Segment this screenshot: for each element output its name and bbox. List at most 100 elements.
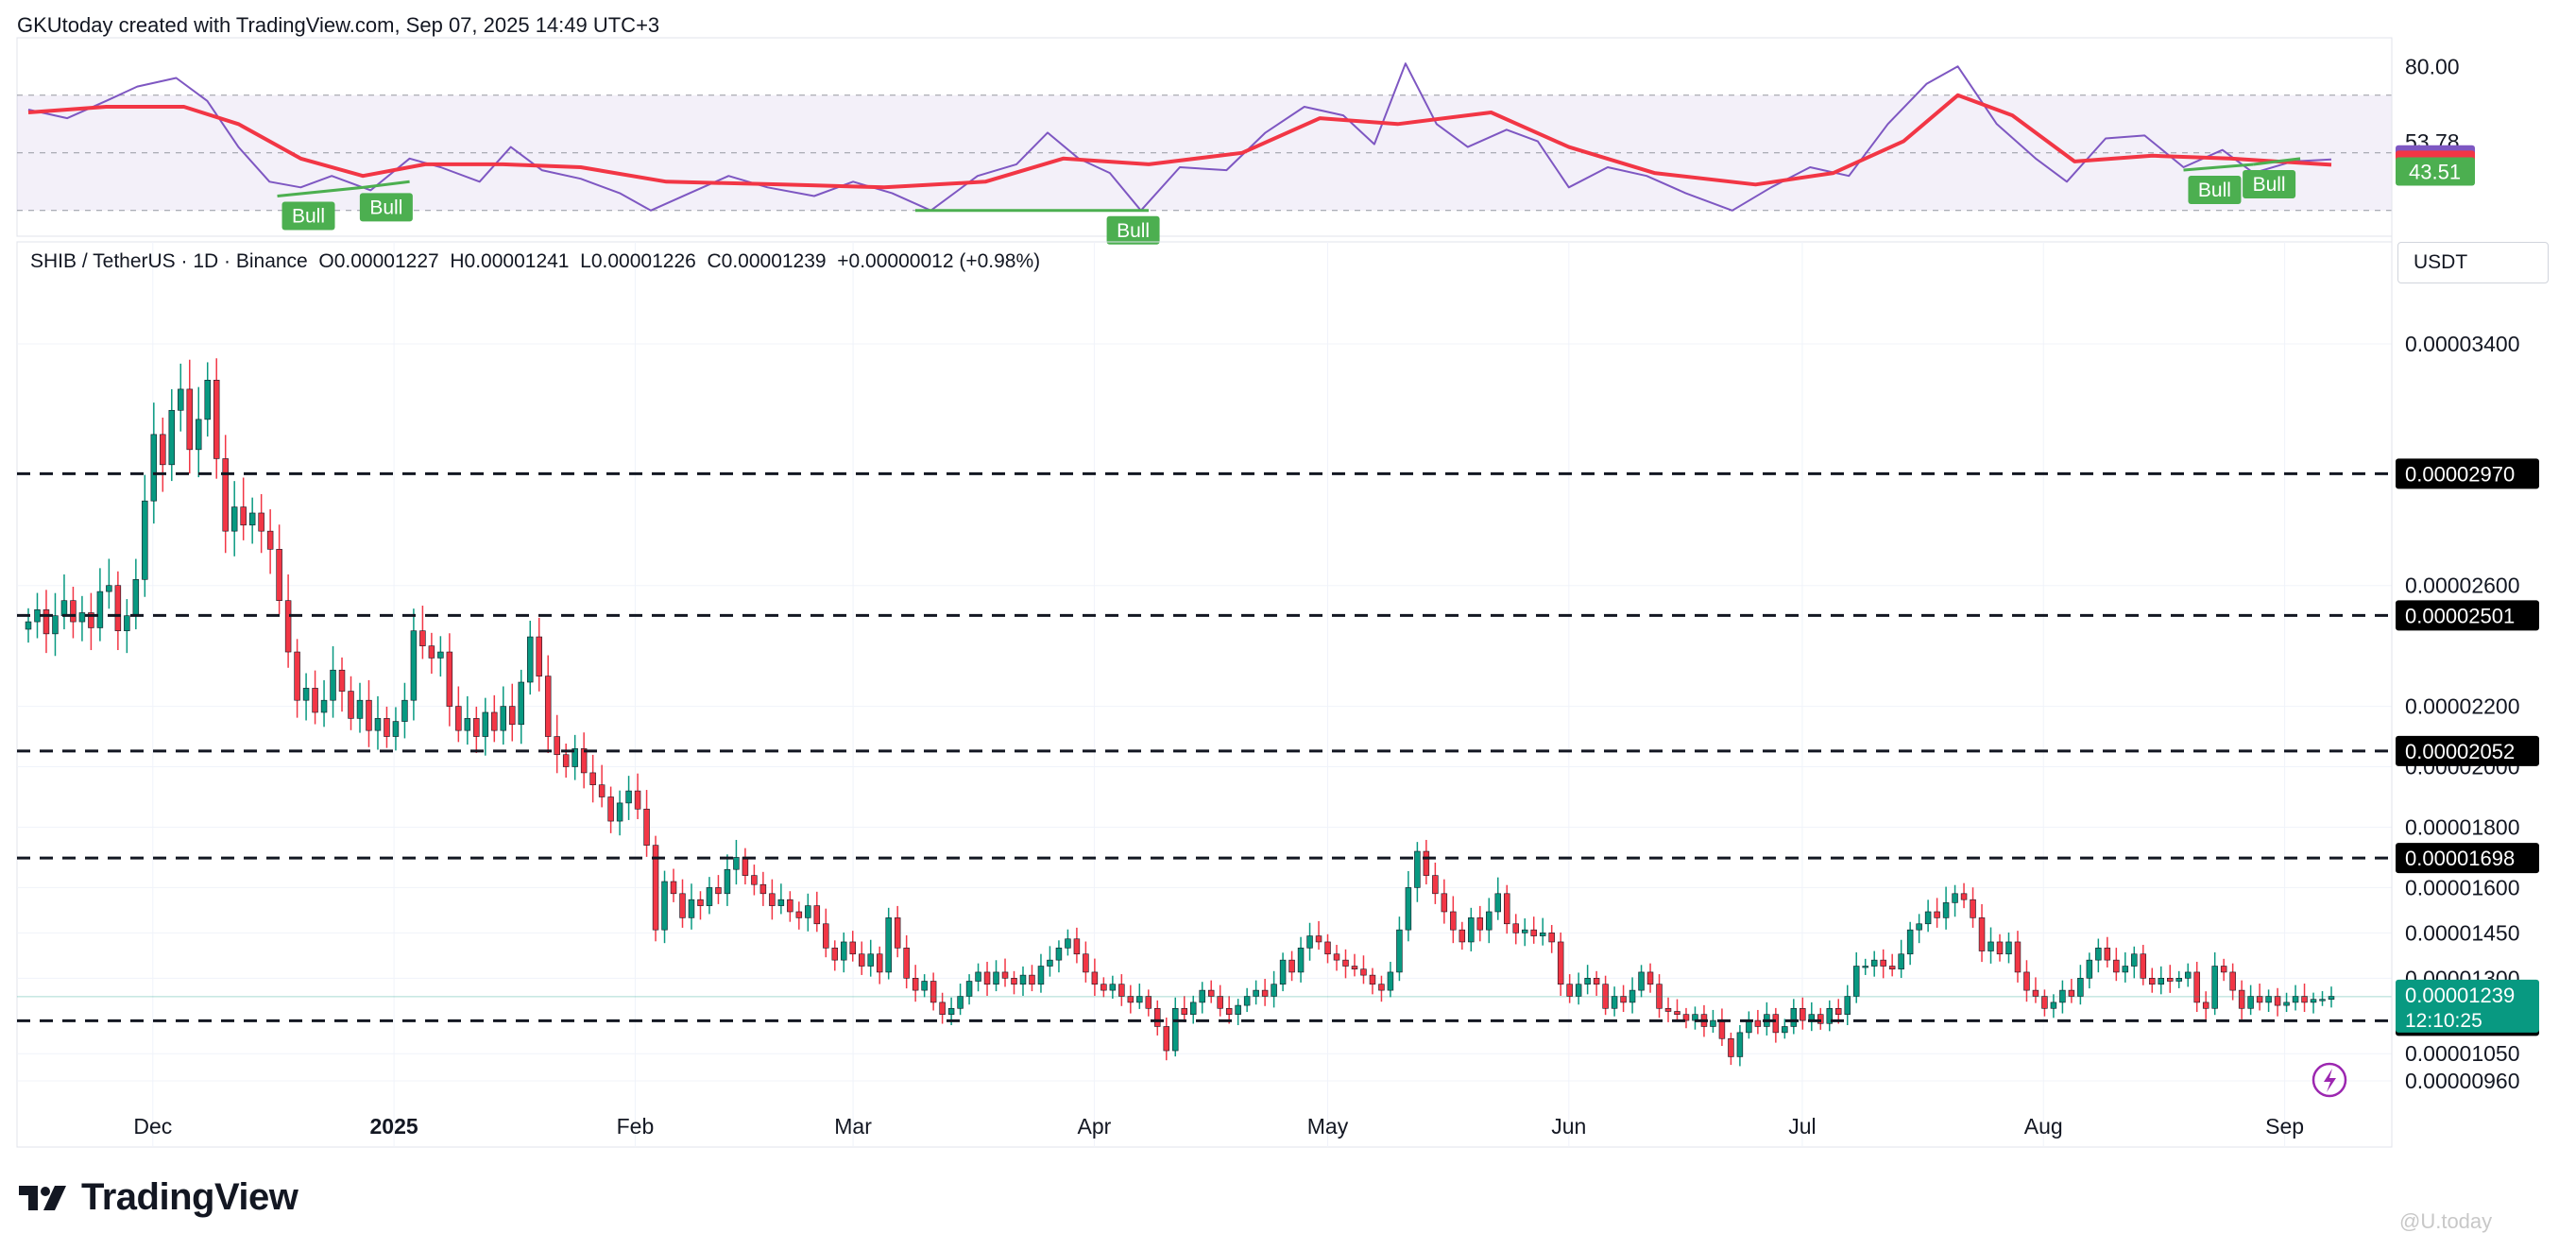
candle-body xyxy=(1253,989,1259,997)
candle-body xyxy=(437,651,444,659)
rsi-pane[interactable]: Bull Bull Bull Bull Bull xyxy=(16,37,2393,245)
candle-body xyxy=(903,948,910,979)
candle-body xyxy=(849,941,856,955)
candle-body xyxy=(2068,989,2075,997)
candle-body xyxy=(132,579,140,616)
candle-body xyxy=(679,893,686,918)
level-badge xyxy=(2396,600,2539,631)
bull-label-box xyxy=(2243,169,2296,198)
candle-body xyxy=(1656,984,1663,1009)
candle-body xyxy=(1629,989,1636,1003)
candle-body xyxy=(1934,911,1940,918)
candle-body xyxy=(1826,1007,1834,1024)
candle-body xyxy=(598,784,606,797)
candle-body xyxy=(1844,996,1851,1015)
rsi-line xyxy=(27,62,2332,212)
candle-body xyxy=(258,512,264,532)
candle-body xyxy=(2122,966,2129,973)
candle-body xyxy=(1271,984,1277,997)
candle-body xyxy=(2328,996,2335,1000)
candle-body xyxy=(356,699,364,719)
candle-body xyxy=(1163,1026,1170,1052)
candle-body xyxy=(1091,971,1099,985)
candle-body xyxy=(1476,917,1484,931)
candle-body xyxy=(1011,978,1017,985)
candle-body xyxy=(1674,1011,1680,1015)
candle-body xyxy=(939,1002,946,1015)
candle-body xyxy=(1342,959,1349,967)
candle-body xyxy=(1047,959,1053,967)
candle-body xyxy=(1772,1014,1780,1034)
symbol-label[interactable]: SHIB / TetherUS · 1D · Binance xyxy=(30,250,308,272)
candle-body xyxy=(276,549,282,601)
candle-body xyxy=(1396,929,1403,973)
candle-body xyxy=(2086,959,2093,979)
candle-body xyxy=(2220,966,2227,973)
candle-body xyxy=(1189,1002,1197,1015)
candle-body xyxy=(2319,999,2326,1002)
candle-body xyxy=(894,917,901,949)
time-label: May xyxy=(1307,1114,1349,1139)
candle-body xyxy=(1494,893,1502,913)
candle-body xyxy=(1387,971,1394,991)
candle-body xyxy=(2265,996,2272,1003)
candle-body xyxy=(1800,1007,1806,1021)
lightning-icon[interactable] xyxy=(2312,1062,2347,1098)
candle-body xyxy=(787,899,793,913)
low-value: L0.00001226 xyxy=(580,250,696,272)
candle-body xyxy=(1746,1019,1752,1034)
ohlc-legend: SHIB / TetherUS · 1D · Binance O0.000012… xyxy=(30,250,1040,273)
candle-body xyxy=(652,845,659,931)
rsi-band-fill xyxy=(17,94,2392,211)
candle-body xyxy=(1960,893,1968,900)
level-label: 0.00001698 xyxy=(2405,847,2515,870)
candle-body xyxy=(320,699,328,713)
candle-body xyxy=(2274,996,2281,1006)
candle-body xyxy=(930,981,937,1003)
candle-body xyxy=(625,790,632,804)
candle-body xyxy=(2301,996,2308,1003)
candle-body xyxy=(284,600,292,653)
candle-body xyxy=(1646,971,1654,985)
rsi-badge-label: 43.51 xyxy=(2409,161,2461,184)
candle-body xyxy=(2131,953,2138,967)
candle-body xyxy=(1978,917,1986,951)
candle-body xyxy=(1924,911,1932,925)
candle-body xyxy=(178,388,184,411)
candle-body xyxy=(607,796,614,822)
candle-body xyxy=(805,905,811,918)
price-tick-label: 0.00001800 xyxy=(2405,814,2520,839)
bull-label: Bull xyxy=(2198,180,2231,201)
candle-body xyxy=(947,1007,955,1015)
time-label: Mar xyxy=(834,1114,872,1139)
candle-body xyxy=(536,636,542,676)
candle-body xyxy=(240,506,247,526)
candle-body xyxy=(1548,933,1555,943)
candle-body xyxy=(1369,974,1376,985)
last-price-label: 0.00001239 xyxy=(2405,984,2515,1007)
candle-body xyxy=(1029,974,1035,985)
candle-body xyxy=(769,893,776,906)
candle-body xyxy=(1638,971,1645,991)
candle-body xyxy=(759,883,767,895)
bull-divergence-line xyxy=(2183,163,2254,172)
candle-body xyxy=(374,718,382,731)
candle-body xyxy=(554,736,560,756)
candle-body xyxy=(571,748,578,767)
candle-body xyxy=(266,530,274,550)
time-label: Feb xyxy=(617,1114,655,1139)
price-pane[interactable] xyxy=(16,241,2393,1148)
candle-body xyxy=(1414,850,1421,888)
candle-body xyxy=(482,711,489,737)
price-axis[interactable]: 80.0053.7847.7145.8543.510.000034000.000… xyxy=(2391,38,2539,1147)
candle-body xyxy=(2158,978,2164,985)
candle-body xyxy=(2104,948,2111,961)
candle-body xyxy=(1468,917,1475,943)
time-axis[interactable]: Dec 2025 Feb Mar Apr May Jun Jul Aug Sep xyxy=(133,1114,2304,1139)
candle-body xyxy=(2292,996,2299,1003)
rsi-tick-label: 80.00 xyxy=(2405,54,2460,78)
currency-selector[interactable]: USDT xyxy=(2397,242,2549,283)
candle-body xyxy=(2014,941,2022,973)
candle-body xyxy=(60,600,68,616)
